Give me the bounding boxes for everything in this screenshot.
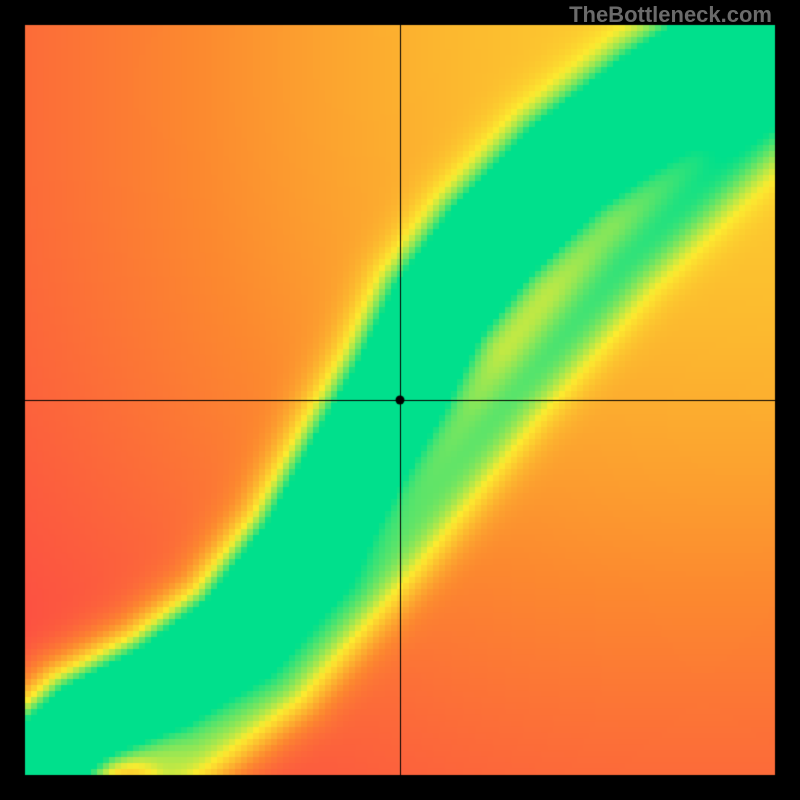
- chart-container: TheBottleneck.com: [0, 0, 800, 800]
- watermark-text: TheBottleneck.com: [569, 2, 772, 28]
- heatmap-canvas: [0, 0, 800, 800]
